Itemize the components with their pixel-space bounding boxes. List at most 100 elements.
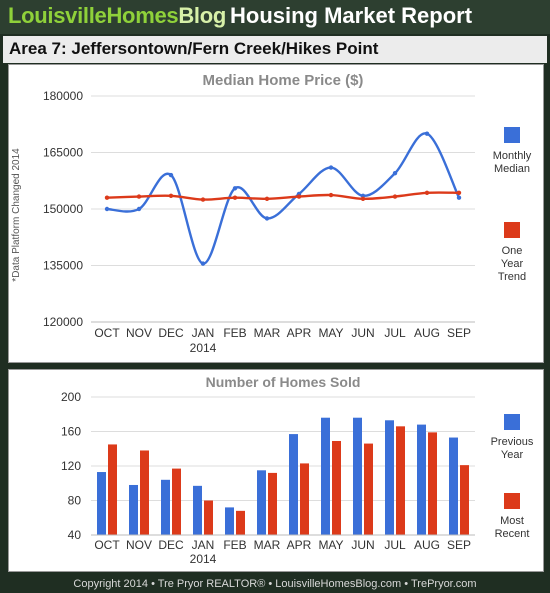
y-tick-label: 80 [68, 494, 82, 508]
year-label: 2014 [190, 341, 217, 355]
y-tick-label: 40 [68, 528, 82, 542]
data-point [360, 196, 366, 202]
area-title: Area 7: Jeffersontown/Fern Creek/Hikes P… [9, 39, 379, 58]
data-point [392, 171, 398, 176]
report-title: Housing Market Report [230, 3, 473, 28]
data-point [104, 195, 110, 200]
x-tick-label: JUN [351, 538, 374, 552]
bar [449, 437, 458, 535]
brand-logo: LouisvilleHomesBlog [8, 3, 226, 29]
bar [417, 424, 426, 535]
bar [289, 434, 298, 535]
bar [97, 472, 106, 535]
x-tick-label: SEP [447, 326, 471, 340]
legend-label: Median [494, 163, 530, 175]
x-tick-label: MAR [254, 538, 281, 552]
bar [460, 465, 469, 535]
y-tick-label: 120000 [43, 315, 83, 329]
legend-label: Monthly [493, 150, 532, 162]
x-tick-label: MAY [318, 326, 343, 340]
y-tick-label: 150000 [43, 202, 83, 216]
data-point [168, 193, 174, 199]
data-point [456, 195, 462, 200]
data-point [424, 131, 430, 136]
x-tick-label: JUL [384, 538, 406, 552]
bar [193, 485, 202, 535]
x-tick-label: JAN [192, 538, 215, 552]
bar [172, 468, 181, 535]
bar [140, 450, 149, 535]
bar [332, 440, 341, 535]
x-tick-label: DEC [158, 538, 184, 552]
header-bar: LouisvilleHomesBlog Housing Market Repor… [0, 0, 550, 34]
bar [108, 444, 117, 535]
bar [257, 470, 266, 535]
data-point [456, 190, 462, 196]
bar [204, 500, 213, 535]
y-tick-label: 160 [61, 425, 81, 439]
data-point [200, 261, 206, 266]
brand-part2: Blog [178, 3, 227, 28]
bar [321, 417, 330, 535]
legend-label: Year [501, 449, 524, 461]
x-tick-label: AUG [414, 326, 440, 340]
x-tick-label: SEP [447, 538, 471, 552]
chart-title: Median Home Price ($) [203, 72, 364, 89]
data-point [264, 216, 270, 221]
legend-swatch [504, 414, 520, 430]
x-tick-label: JUL [384, 326, 406, 340]
data-point [136, 206, 142, 212]
y-tick-label: 165000 [43, 146, 83, 160]
x-tick-label: NOV [126, 538, 152, 552]
x-tick-label: FEB [223, 326, 246, 340]
legend-swatch [504, 127, 520, 143]
bar [385, 420, 394, 535]
legend-label: Year [501, 258, 524, 270]
y-tick-label: 200 [61, 390, 81, 404]
legend-label: One [502, 245, 523, 257]
bar [364, 443, 373, 535]
bar [129, 484, 138, 535]
data-point [296, 194, 302, 199]
data-point [328, 165, 334, 170]
median-price-panel: Median Home Price ($) *Data Platform Chan… [8, 64, 544, 363]
y-tick-label: 120 [61, 459, 81, 473]
legend-swatch [504, 222, 520, 238]
homes-sold-chart: Number of Homes Sold 40 80 120 160 200 OCT NOV D… [61, 374, 534, 566]
legend-label: Trend [498, 271, 526, 283]
legend-label: Previous [491, 436, 534, 448]
brand-part1: LouisvilleHomes [8, 3, 179, 28]
x-tick-label: JUN [351, 326, 374, 340]
year-label: 2014 [190, 552, 217, 566]
data-point [392, 194, 398, 199]
data-point [232, 186, 238, 191]
y-tick-label: 135000 [43, 259, 83, 273]
data-point [328, 192, 334, 198]
x-tick-label: APR [287, 538, 312, 552]
x-tick-label: MAY [318, 538, 343, 552]
median-price-chart: Median Home Price ($) *Data Platform Chan… [11, 72, 532, 355]
data-point [168, 172, 174, 178]
legend-label: Recent [495, 528, 530, 540]
bar [428, 432, 437, 535]
data-point [232, 195, 238, 200]
data-point [200, 197, 206, 202]
side-note: *Data Platform Changed 2014 [11, 148, 22, 282]
bar [236, 510, 245, 535]
x-tick-label: FEB [223, 538, 246, 552]
data-point [424, 190, 430, 196]
x-tick-label: NOV [126, 326, 152, 340]
x-tick-label: JAN [192, 326, 215, 340]
bar [225, 507, 234, 535]
footer-copyright: Copyright 2014 • Tre Pryor REALTOR® • Lo… [73, 578, 477, 590]
series-line [106, 191, 460, 201]
x-tick-label: OCT [94, 326, 120, 340]
data-point [104, 206, 110, 212]
bar [353, 417, 362, 535]
legend-swatch [504, 493, 520, 509]
bar [396, 426, 405, 535]
bar [300, 463, 309, 535]
x-tick-label: MAR [254, 326, 281, 340]
area-bar: Area 7: Jeffersontown/Fern Creek/Hikes P… [3, 36, 547, 63]
